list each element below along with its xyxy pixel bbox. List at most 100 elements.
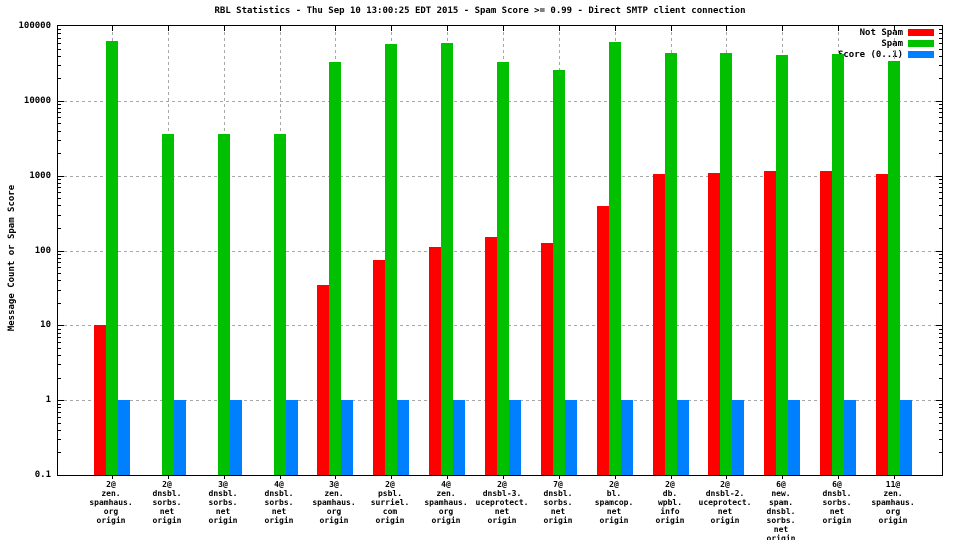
bar-spam [441,43,453,475]
x-tick [335,475,337,479]
bar-score-0-1- [844,400,856,475]
y-minor-tick [939,108,942,109]
y-minor-tick [939,38,942,39]
y-major-tick [58,475,64,476]
bar-spam [497,62,509,475]
legend: Not Spam Spam Score (0..1) [838,27,934,60]
y-minor-tick [58,29,61,30]
y-minor-tick [58,348,61,349]
x-tick-label: 4@ dnsbl. sorbs. net origin [264,480,294,525]
y-minor-tick [939,364,942,365]
y-tick-label: 1 [45,395,51,405]
y-minor-tick [939,65,942,66]
y-minor-tick [939,153,942,154]
y-minor-tick [939,117,942,118]
y-minor-tick [58,254,61,255]
x-tick [894,26,896,31]
x-tick-label: 2@ psbl. surriel. com origin [370,480,410,525]
x-tick [726,475,728,479]
y-minor-tick [939,412,942,413]
x-tick [670,475,672,479]
bar-not-spam [541,243,553,475]
y-minor-tick [58,117,61,118]
x-tick [112,26,113,31]
y-minor-tick [58,329,61,330]
y-minor-tick [58,303,61,304]
y-minor-tick [939,228,942,229]
y-minor-tick [939,417,942,418]
y-minor-tick [58,43,61,44]
y-minor-tick [58,258,61,259]
y-major-tick [936,475,942,476]
y-tick-label: 10 [40,320,51,330]
x-tick-label: 6@ new. spam. dnsbl. sorbs. net origin [766,480,796,540]
y-minor-tick [939,183,942,184]
x-tick [838,475,840,479]
y-minor-tick [939,290,942,291]
y-minor-tick [58,228,61,229]
legend-row-score: Score (0..1) [838,49,934,60]
legend-swatch-score [908,51,934,58]
y-minor-tick [939,404,942,405]
x-tick-label: 11@ zen. spamhaus. org origin [871,480,915,525]
y-minor-tick [58,290,61,291]
bar-score-0-1- [453,400,465,475]
y-minor-tick [58,452,61,453]
y-minor-tick [58,267,61,268]
y-minor-tick [939,423,942,424]
x-tick [279,475,281,479]
y-major-tick [936,251,942,252]
bar-spam [106,41,118,475]
bar-spam [888,61,900,475]
bar-score-0-1- [174,400,186,475]
bar-score-0-1- [341,400,353,475]
y-major-tick [936,101,942,102]
y-minor-tick [939,205,942,206]
y-minor-tick [939,192,942,193]
y-major-tick [936,400,942,401]
plot-area: Not Spam Spam Score (0..1) [57,25,943,479]
y-axis-title: Message Count or Spam Score [7,184,17,332]
x-tick [614,475,616,479]
bar-not-spam [485,237,497,475]
bar-not-spam [429,247,441,475]
bar-score-0-1- [677,400,689,475]
y-minor-tick [939,198,942,199]
y-minor-tick [58,407,61,408]
y-minor-tick [58,123,61,124]
y-major-tick [58,251,64,252]
x-tick-label: 6@ dnsbl. sorbs. net origin [822,480,852,525]
y-minor-tick [939,262,942,263]
x-tick [279,26,281,31]
x-tick [447,26,449,31]
y-minor-tick [939,112,942,113]
y-minor-tick [58,104,61,105]
y-minor-tick [58,355,61,356]
y-minor-tick [58,78,61,79]
x-tick [391,26,393,31]
bar-spam [329,62,341,475]
y-minor-tick [58,342,61,343]
x-tick-label: 3@ zen. spamhaus. org origin [312,480,356,525]
y-minor-tick [939,131,942,132]
y-minor-tick [939,215,942,216]
y-minor-tick [58,38,61,39]
y-minor-tick [939,104,942,105]
x-tick [167,475,169,479]
legend-swatch-not-spam [908,29,934,36]
y-minor-tick [58,108,61,109]
x-tick-label: 2@ dnsbl-3. uceprotect. net origin [475,480,529,525]
bar-spam [274,134,286,475]
y-minor-tick [58,417,61,418]
y-tick-label: 0.1 [34,470,51,480]
y-minor-tick [939,439,942,440]
x-tick-label: 2@ db. wpbl. info origin [655,480,685,525]
bar-not-spam [876,174,888,475]
legend-label-score: Score (0..1) [837,49,903,60]
x-tick [503,26,505,31]
y-major-tick [58,400,64,401]
y-minor-tick [939,337,942,338]
y-minor-tick [939,430,942,431]
bar-not-spam [764,171,776,475]
